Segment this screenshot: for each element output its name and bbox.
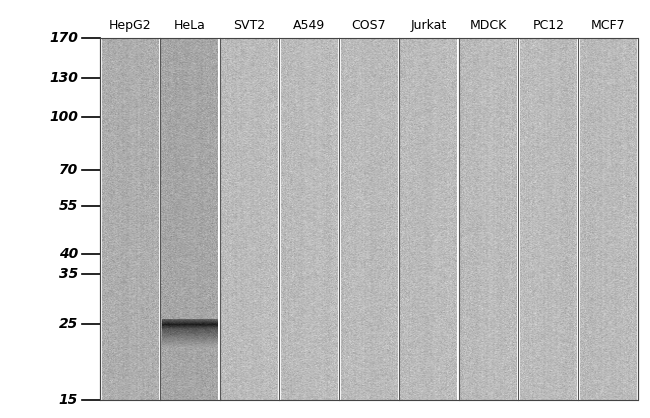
Text: 35: 35 — [58, 267, 78, 280]
Text: 25: 25 — [58, 317, 78, 331]
Text: Jurkat: Jurkat — [411, 19, 447, 32]
Text: MCF7: MCF7 — [591, 19, 625, 32]
Text: MDCK: MDCK — [470, 19, 507, 32]
Text: 170: 170 — [49, 31, 78, 45]
Text: SVT2: SVT2 — [233, 19, 265, 32]
Text: A549: A549 — [293, 19, 326, 32]
Text: COS7: COS7 — [352, 19, 386, 32]
Text: HeLa: HeLa — [174, 19, 205, 32]
Text: 70: 70 — [58, 163, 78, 177]
Text: 130: 130 — [49, 71, 78, 85]
Text: 100: 100 — [49, 110, 78, 124]
Text: HepG2: HepG2 — [109, 19, 151, 32]
Text: 40: 40 — [58, 247, 78, 261]
Text: 15: 15 — [58, 393, 78, 407]
Bar — [100, 38, 638, 400]
Text: 55: 55 — [58, 199, 78, 213]
Text: PC12: PC12 — [532, 19, 564, 32]
